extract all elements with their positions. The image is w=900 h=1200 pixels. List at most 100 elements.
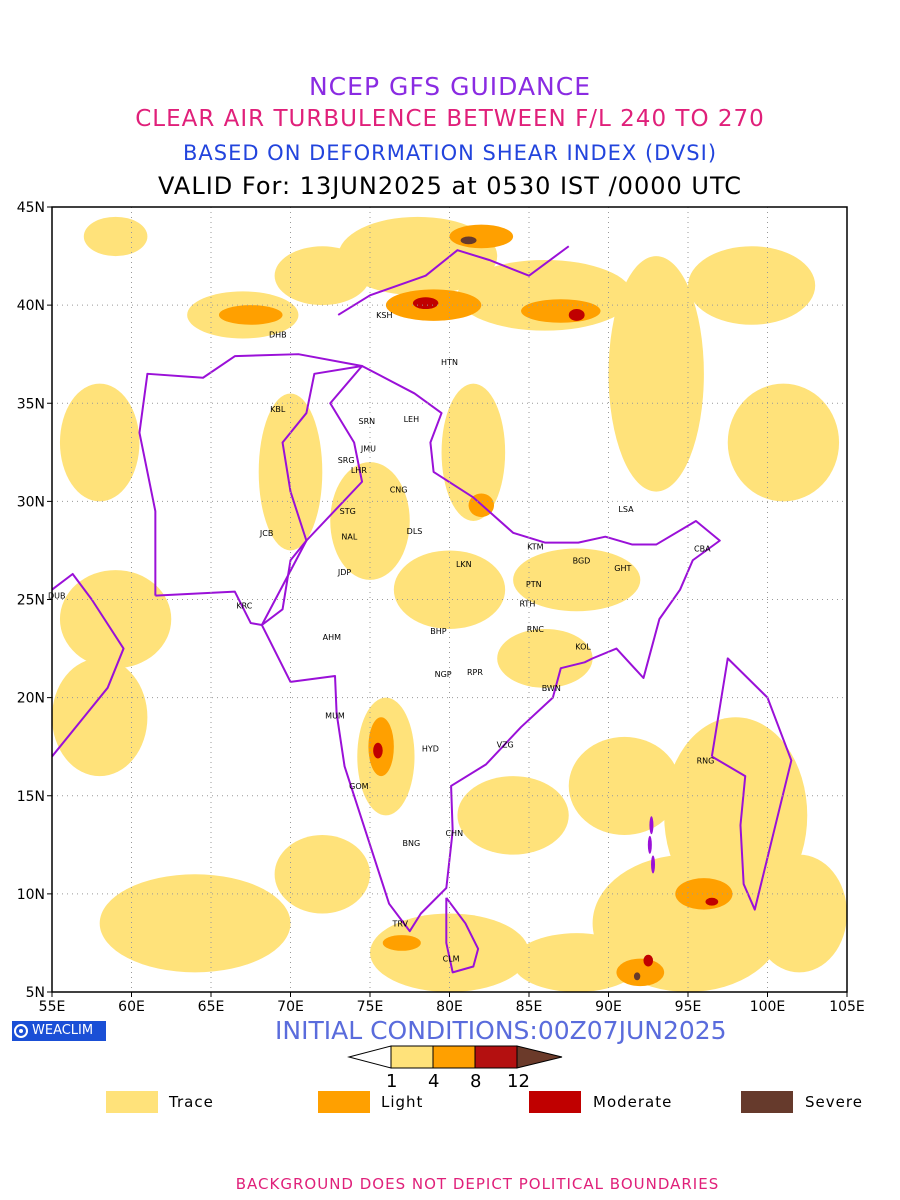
station-label-jcb: JCB (259, 529, 273, 538)
turbulence-patch-moderate (568, 309, 585, 321)
station-label-dhb: DHB (269, 331, 287, 340)
station-label-ptn: PTN (526, 580, 542, 589)
weaclim-logo-text: WEACLIM (32, 1023, 94, 1038)
station-label-jdp: JDP (337, 568, 352, 577)
title-method: BASED ON DEFORMATION SHEAR INDEX (DVSI) (182, 141, 718, 165)
y-tick-label: 30N (17, 494, 45, 510)
legend-label-moderate: Moderate (593, 1093, 673, 1111)
y-tick-label: 20N (17, 691, 45, 707)
turbulence-patch-trace (258, 393, 323, 551)
station-label-kol: KOL (575, 643, 591, 652)
station-label-rth: RTH (519, 599, 535, 608)
station-label-clm: CLM (443, 955, 460, 964)
station-label-rpr: RPR (467, 668, 483, 677)
turbulence-patch-light (449, 224, 514, 249)
y-tick-label: 10N (17, 887, 45, 903)
turbulence-patch-trace (497, 628, 593, 688)
y-tick-label: 15N (17, 789, 45, 805)
legend-swatch-trace (106, 1091, 158, 1113)
station-label-rnc: RNC (527, 625, 545, 634)
legend-label-light: Light (381, 1093, 424, 1111)
station-label-gom: GOM (349, 782, 368, 791)
station-label-ngp: NGP (435, 670, 452, 679)
boundary-line (52, 572, 125, 758)
boundary-line (710, 657, 793, 911)
turbulence-field (52, 216, 847, 992)
station-label-cng: CNG (390, 486, 408, 495)
turbulence-patch-moderate (373, 742, 383, 759)
boundary-line (337, 245, 570, 316)
x-tick-label: 100E (750, 999, 786, 1015)
turbulence-patch-moderate (705, 897, 719, 906)
station-label-ght: GHT (614, 564, 631, 573)
station-label-jmu: JMU (360, 444, 376, 453)
turbulence-patch-moderate (643, 954, 654, 967)
station-label-bgd: BGD (573, 556, 591, 565)
station-label-lhr: LHR (351, 466, 367, 475)
turbulence-patch-trace (457, 776, 569, 855)
turbulence-patch-trace (59, 383, 140, 502)
footer-disclaimer: BACKGROUND DOES NOT DEPICT POLITICAL BOU… (235, 1175, 720, 1193)
turbulence-patch-trace (83, 216, 148, 257)
turbulence-patch-light (675, 878, 733, 910)
turbulence-patch-trace (688, 246, 816, 325)
turbulence-patch-trace (592, 854, 784, 992)
boundary-line (260, 364, 721, 933)
weaclim-logo: WEACLIM (12, 1021, 106, 1041)
title-model: NCEP GFS GUIDANCE (308, 72, 591, 101)
turbulence-patch-trace (513, 933, 641, 992)
initial-conditions-label: INITIAL CONDITIONS:00Z07JUN2025 (275, 1016, 727, 1045)
station-label-srn: SRN (359, 417, 376, 426)
station-label-dub: DUB (48, 592, 66, 601)
legend-swatch-severe (741, 1091, 793, 1113)
station-label-rng: RNG (697, 756, 715, 765)
turbulence-patch-light (382, 935, 421, 951)
station-label-lkn: LKN (456, 560, 472, 569)
island (651, 855, 656, 874)
station-label-htn: HTN (441, 358, 458, 367)
x-tick-label: 85E (516, 999, 543, 1015)
station-label-bhp: BHP (430, 627, 447, 636)
station-label-bng: BNG (403, 839, 421, 848)
x-tick-label: 90E (595, 999, 622, 1015)
turbulence-patch-trace (52, 658, 148, 777)
x-tick-label: 55E (39, 999, 66, 1015)
turbulence-patch-light (218, 305, 283, 325)
station-label-krc: KRC (236, 601, 252, 610)
y-tick-label: 25N (17, 593, 45, 609)
legend-label-trace: Trace (169, 1093, 214, 1111)
x-tick-label: 75E (357, 999, 384, 1015)
colorbar-tick-8: 8 (470, 1071, 482, 1092)
boundary-line (138, 353, 364, 627)
colorbar-tick-1: 1 (386, 1071, 398, 1092)
colorbar-tick-4: 4 (428, 1071, 440, 1092)
turbulence-patch-light (521, 299, 601, 323)
station-label-vzg: VZG (497, 741, 514, 750)
turbulence-patch-trace (513, 548, 641, 612)
station-label-mum: MUM (325, 711, 345, 720)
y-tick-label: 35N (17, 396, 45, 412)
island (647, 835, 652, 854)
station-label-ksh: KSH (376, 311, 392, 320)
weaclim-logo-icon (14, 1024, 28, 1038)
station-label-cba: CBA (694, 544, 711, 553)
x-tick-label: 65E (198, 999, 225, 1015)
title-valid-time: VALID For: 13JUN2025 at 0530 IST /0000 U… (158, 172, 742, 200)
station-label-stg: STG (340, 507, 356, 516)
turbulence-patch-trace (274, 835, 370, 914)
turbulence-patch-trace (727, 383, 840, 502)
station-label-leh: LEH (404, 415, 420, 424)
station-label-ahm: AHM (323, 633, 341, 642)
turbulence-patch-light (616, 958, 665, 987)
boundary-line (445, 897, 480, 974)
station-label-hyd: HYD (422, 745, 439, 754)
legend-swatch-light (318, 1091, 370, 1113)
station-label-chn: CHN (445, 829, 463, 838)
turbulence-patch-severe (633, 972, 641, 981)
y-tick-label: 40N (17, 298, 45, 314)
station-label-kbl: KBL (270, 405, 286, 414)
turbulence-patch-moderate (412, 297, 439, 310)
turbulence-patch-severe (460, 236, 477, 245)
legend-label-severe: Severe (805, 1093, 863, 1111)
